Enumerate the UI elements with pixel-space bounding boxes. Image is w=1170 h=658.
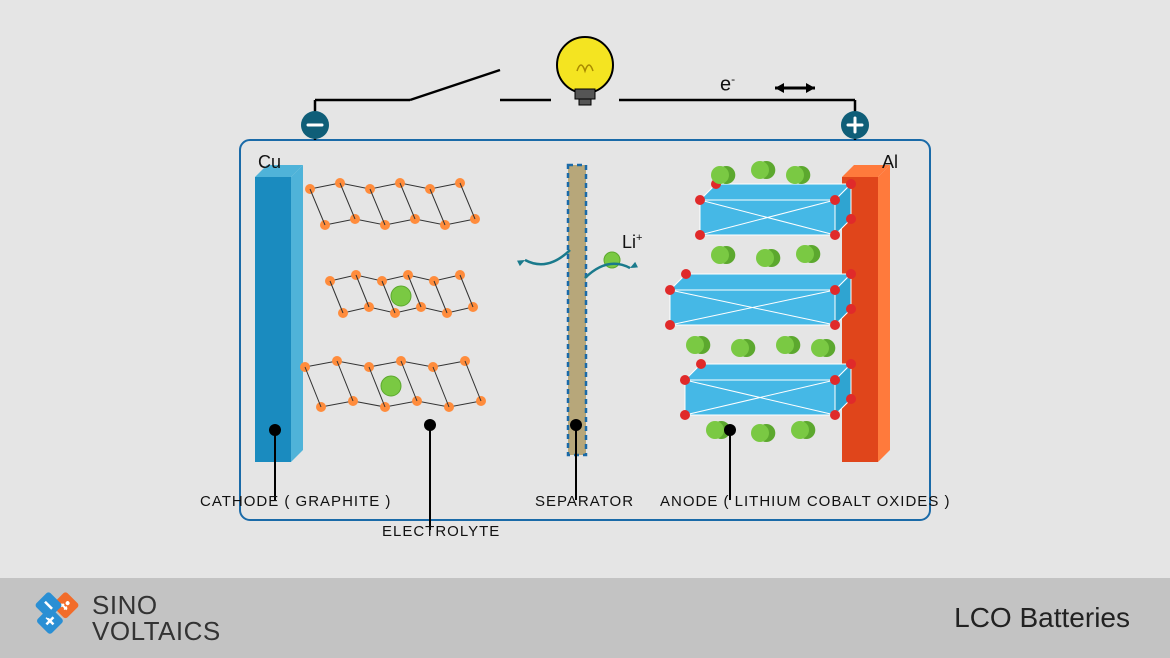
logo: SINO VOLTAICS (30, 591, 221, 645)
anode-label: ANODE ( LITHIUM COBALT OXIDES ) (660, 493, 950, 510)
electrolyte-label: ELECTROLYTE (382, 523, 500, 540)
li-label: Li+ (622, 232, 642, 253)
logo-text-bot: VOLTAICS (92, 618, 221, 644)
page-title: LCO Batteries (954, 602, 1130, 634)
al-label: Al (882, 152, 898, 173)
diagram-svg (160, 10, 1010, 565)
logo-text: SINO VOLTAICS (92, 592, 221, 644)
diagram-panel: Cu Al e- Li+ CATHODE ( GRAPHITE ) ELECTR… (160, 10, 1010, 565)
logo-icon (30, 591, 84, 645)
logo-text-top: SINO (92, 592, 221, 618)
separator-label: SEPARATOR (535, 493, 634, 510)
cathode-label: CATHODE ( GRAPHITE ) (200, 493, 391, 510)
footer: SINO VOLTAICS LCO Batteries (0, 578, 1170, 658)
cu-label: Cu (258, 152, 281, 173)
electron-label: e- (720, 72, 735, 97)
